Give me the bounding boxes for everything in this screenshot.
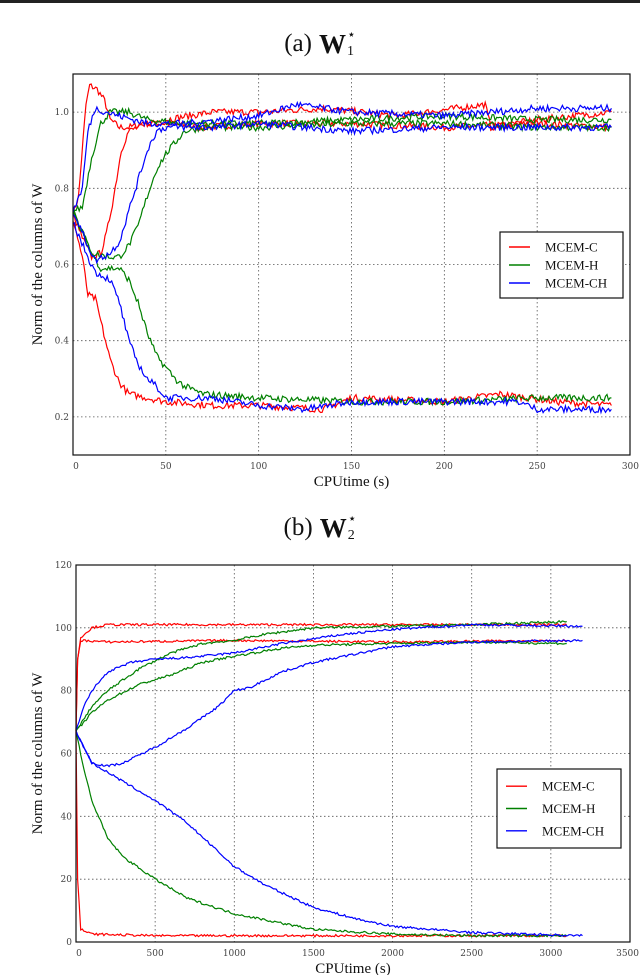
x-tick-label: 3500: [616, 949, 639, 959]
title-sub: 2: [347, 528, 355, 543]
title-symbol: W: [318, 29, 346, 59]
x-tick-label: 2000: [381, 949, 404, 959]
legend-label: MCEM-H: [542, 801, 595, 816]
chart-b-title: (b) W ⋆ 2: [0, 508, 640, 548]
legend-label: MCEM-CH: [545, 276, 607, 291]
series-line-mcem-ch: [72, 119, 612, 265]
legend-label: MCEM-H: [545, 258, 598, 273]
plot-frame: [72, 73, 631, 456]
series-line-mcem-h: [75, 619, 567, 732]
x-tick-label: 500: [147, 949, 164, 959]
series-line-mcem-c: [75, 622, 567, 732]
top-rule: [0, 0, 640, 3]
x-tick-label: 2500: [460, 949, 483, 959]
x-tick-label: 200: [436, 462, 453, 472]
title-scripts: ⋆ 2: [348, 512, 357, 544]
chart-a: 0 50 100 150 200 250 300 0.2 0.4 0.6 0.8 1.0 CPUtime…: [30, 73, 639, 490]
legend-label: MCEM-C: [542, 779, 595, 794]
series-line-mcem-ch: [72, 100, 612, 213]
title-prefix: (b): [283, 514, 313, 541]
title-prefix: (a): [284, 30, 312, 57]
series-line-mcem-c: [72, 83, 612, 219]
series-line-mcem-h: [75, 640, 567, 731]
series-line-mcem-ch: [72, 221, 612, 415]
series-line-mcem-h: [72, 106, 612, 215]
legend: MCEM-C MCEM-H MCEM-CH: [496, 768, 622, 849]
y-tick-label: 0.2: [55, 413, 69, 423]
y-tick-label: 0.6: [55, 261, 70, 271]
y-tick-label: 20: [61, 875, 73, 885]
title-sub: 1: [346, 44, 354, 59]
y-tick-label: 0.4: [55, 337, 70, 347]
y-tick-label: 120: [55, 561, 72, 571]
plot-frame: [75, 564, 631, 943]
chart-a-title: (a) W ⋆ 1: [0, 24, 640, 64]
y-tick-label: 60: [61, 750, 73, 760]
x-axis-label: CPUtime (s): [314, 474, 389, 490]
y-axis-label: Norm of the columns of W: [30, 672, 46, 835]
x-tick-label: 0: [73, 462, 79, 472]
title-sup: ⋆: [347, 512, 357, 527]
y-tick-label: 100: [55, 624, 72, 634]
legend-label: MCEM-C: [545, 240, 598, 255]
title-sup: ⋆: [346, 28, 356, 43]
x-tick-label: 50: [160, 462, 172, 472]
x-tick-label: 150: [343, 462, 360, 472]
series-line-mcem-c: [75, 638, 567, 732]
y-tick-label: 0: [66, 938, 72, 948]
legend-label: MCEM-CH: [542, 823, 604, 838]
x-tick-label: 1000: [223, 949, 246, 959]
series-line-mcem-h: [75, 731, 567, 938]
series-line-mcem-ch: [75, 623, 583, 731]
x-axis-label: CPUtime (s): [315, 961, 390, 975]
legend: MCEM-C MCEM-H MCEM-CH: [499, 231, 624, 299]
x-tick-label: 100: [250, 462, 267, 472]
y-axis-label: Norm of the columns of W: [30, 183, 46, 346]
y-tick-label: 40: [61, 812, 73, 822]
y-tick-label: 0.8: [55, 184, 70, 194]
title-scripts: ⋆ 1: [347, 28, 356, 60]
x-tick-label: 300: [622, 462, 639, 472]
x-tick-label: 0: [76, 949, 82, 959]
y-tick-label: 80: [61, 687, 73, 697]
x-tick-label: 250: [529, 462, 546, 472]
series-line-mcem-c: [75, 731, 568, 938]
y-tick-label: 1.0: [55, 108, 70, 118]
series-line-mcem-ch: [75, 638, 583, 768]
x-tick-label: 3000: [539, 949, 562, 959]
x-tick-label: 1500: [302, 949, 325, 959]
series-line-mcem-c: [72, 220, 612, 414]
chart-b: 0 500 1000 1500 2000 2500 3000 3500 0 20 40 60 80 100…: [30, 561, 639, 975]
series-line-mcem-ch: [75, 730, 583, 937]
title-symbol: W: [319, 513, 347, 543]
